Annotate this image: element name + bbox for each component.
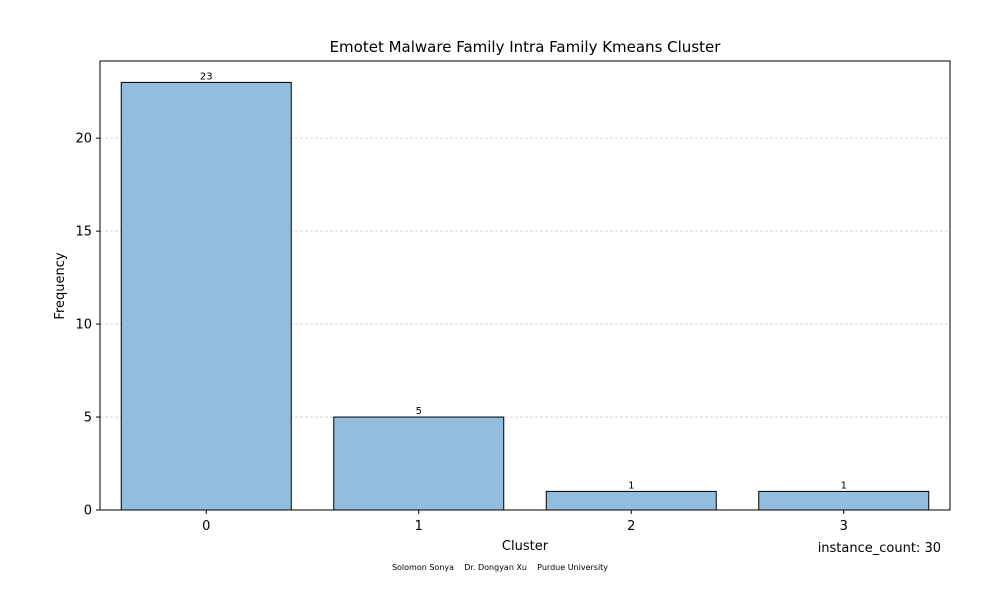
y-tick-label: 20 <box>75 132 92 147</box>
bar-cluster-2 <box>545 490 717 511</box>
x-tick-label: 2 <box>627 519 635 534</box>
data-label-cluster-0: 23 <box>200 71 213 82</box>
data-label-cluster-1: 5 <box>416 406 422 417</box>
footer-credits: Solomon Sonya Dr. Dongyan Xu Purdue Univ… <box>392 563 608 572</box>
data-label-cluster-2: 1 <box>628 480 634 491</box>
bars: 23 5 1 1 <box>120 71 930 511</box>
y-tick-label: 15 <box>75 225 92 240</box>
y-tick-label: 5 <box>84 411 92 426</box>
instance-count-annotation: instance_count: 30 <box>818 541 941 556</box>
x-tick-label: 3 <box>840 519 848 534</box>
x-tick-label: 1 <box>415 519 423 534</box>
plot-frame <box>99 60 951 511</box>
data-label-cluster-3: 1 <box>841 480 847 491</box>
bar-cluster-3 <box>758 490 930 511</box>
chart-title: Emotet Malware Family Intra Family Kmean… <box>330 38 722 56</box>
x-tick-label: 0 <box>202 519 210 534</box>
bar-cluster-0 <box>120 81 292 511</box>
x-axis-label: Cluster <box>502 539 549 554</box>
y-tick-label: 10 <box>75 318 92 333</box>
y-axis-label: Frequency <box>53 252 68 319</box>
bar-cluster-1 <box>333 416 505 511</box>
y-tick-label: 0 <box>84 504 92 519</box>
